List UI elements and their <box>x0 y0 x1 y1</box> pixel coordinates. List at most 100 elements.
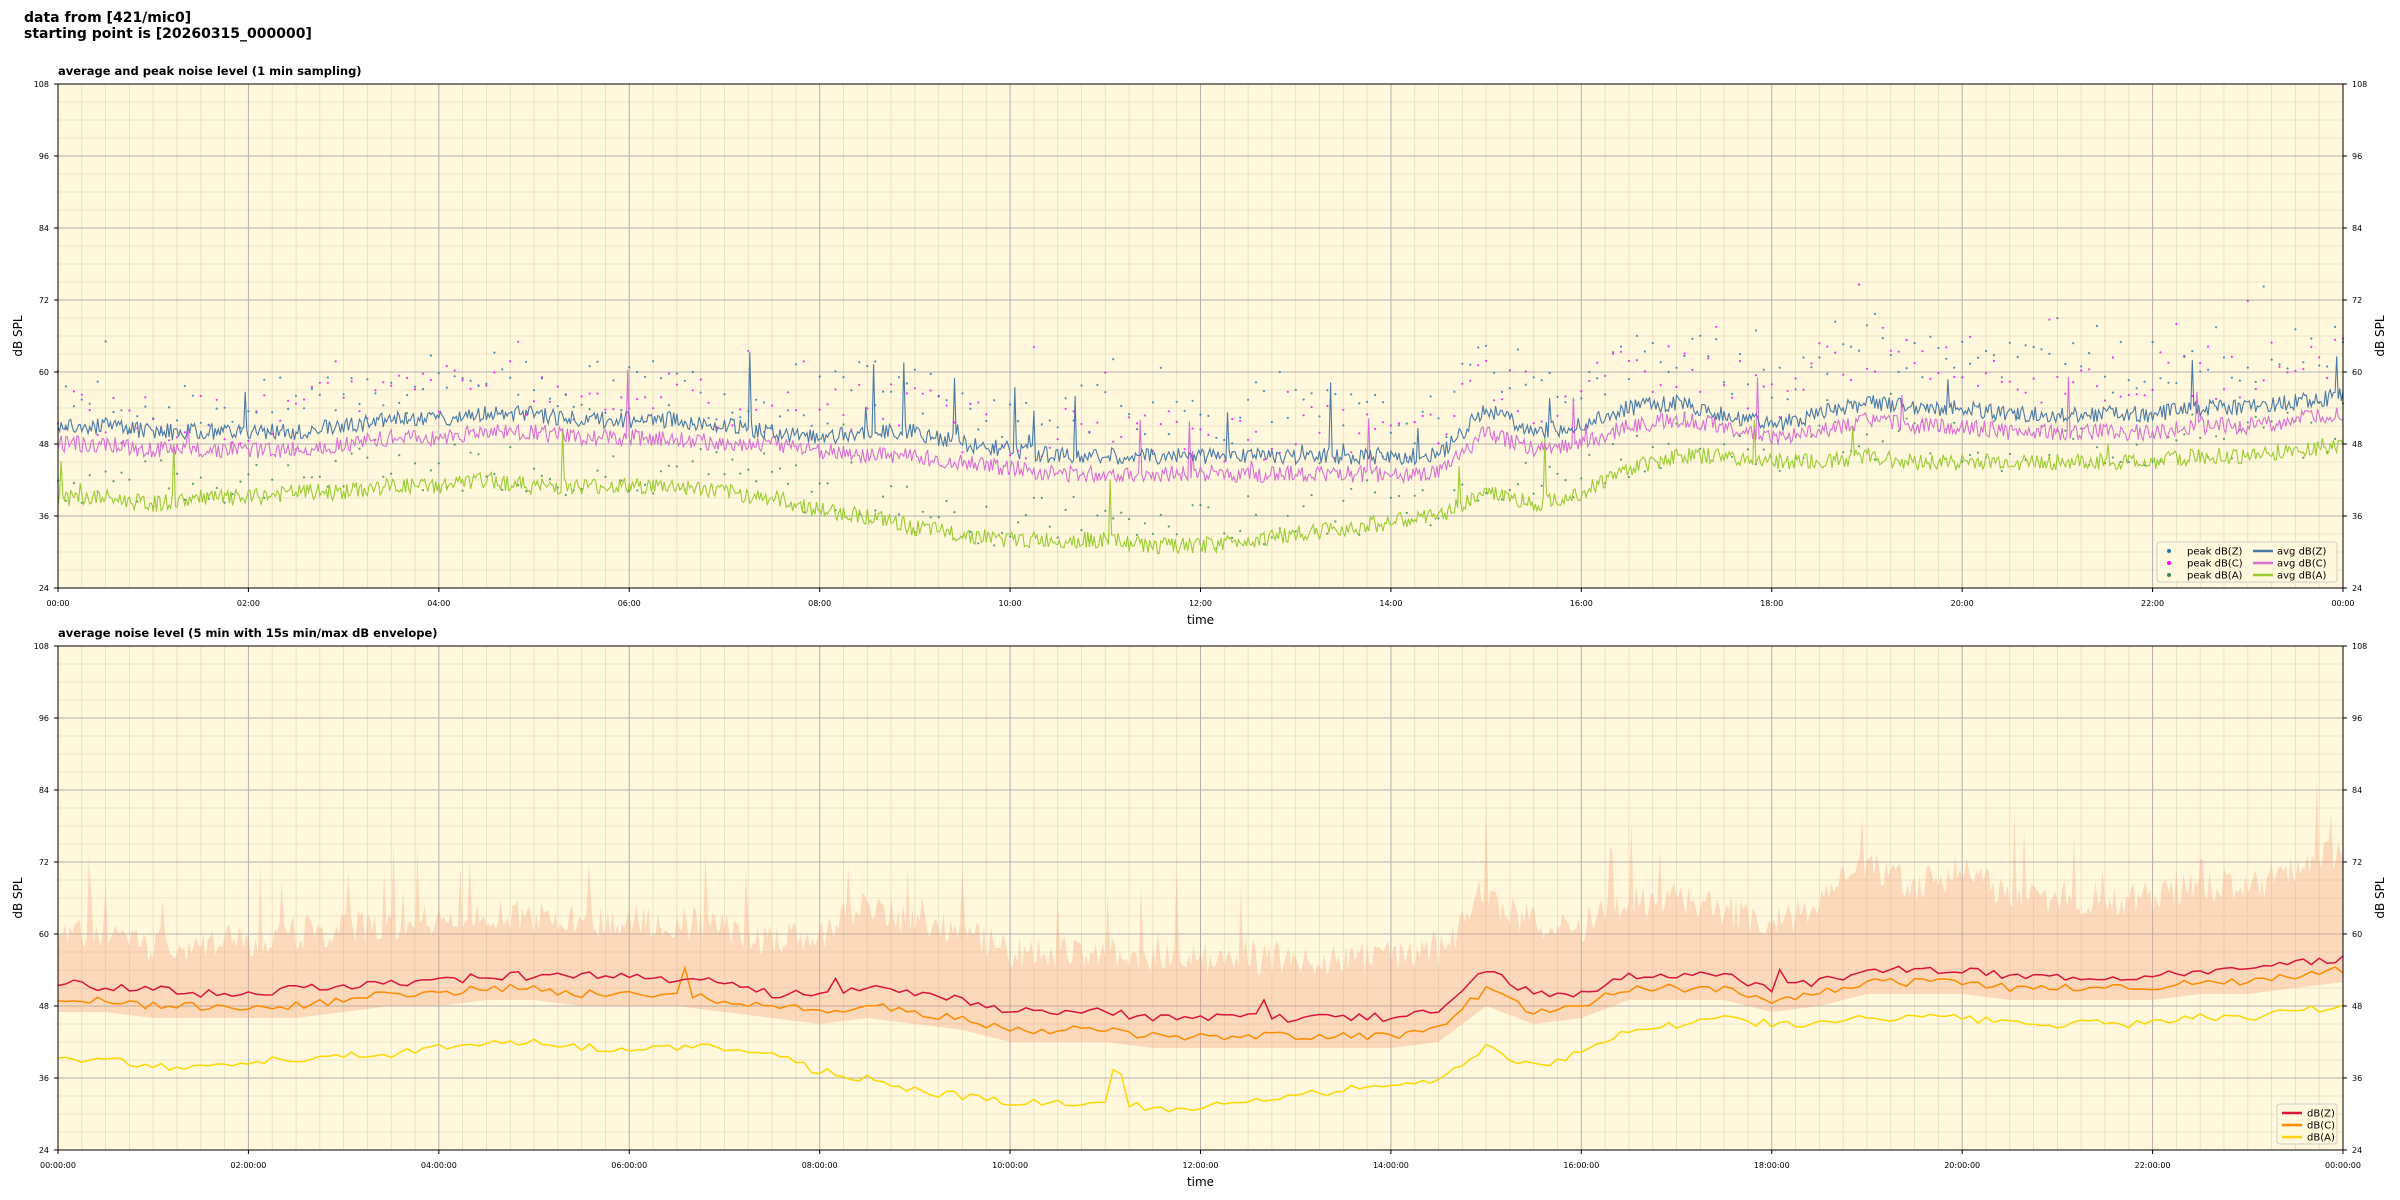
x-tick-label: 04:00 <box>427 599 450 608</box>
peak-dbz-point <box>1397 424 1400 427</box>
x-tick-label: 08:00 <box>808 599 831 608</box>
peak-dbc-point <box>128 409 131 412</box>
y-tick-label: 60 <box>2352 368 2362 377</box>
peak-dbz-point <box>263 378 266 381</box>
peak-dba-point <box>1413 494 1416 497</box>
peak-dbz-point <box>1405 422 1408 425</box>
legend-label: avg dB(C) <box>2277 559 2327 570</box>
peak-dbz-point <box>437 372 440 375</box>
peak-dbz-point <box>1366 400 1369 403</box>
peak-dbc-point <box>1112 440 1115 443</box>
peak-dba-point <box>374 438 377 441</box>
peak-dba-point <box>255 463 258 467</box>
peak-dbc-point <box>421 372 425 375</box>
peak-dbz-point <box>1009 403 1012 406</box>
peak-dbz-point <box>1897 370 1900 373</box>
peak-dbz-point <box>1683 354 1686 357</box>
peak-dbz-point <box>945 399 948 402</box>
y-tick-label: 84 <box>39 224 49 233</box>
legend-box <box>2156 541 2338 583</box>
peak-dbc-point <box>2294 369 2297 372</box>
peak-dba-point <box>1247 495 1250 498</box>
peak-dbc-point <box>1699 390 1702 393</box>
peak-dba-point <box>1651 446 1654 449</box>
peak-dba-point <box>699 448 702 451</box>
peak-dba-point <box>1667 442 1670 445</box>
peak-dbz-point <box>1850 345 1853 348</box>
peak-dbz-point <box>1778 366 1781 369</box>
peak-dbc-point <box>2103 399 2107 402</box>
peak-dbz-point <box>1413 442 1416 445</box>
peak-dbc-point <box>2310 345 2313 348</box>
peak-dbz-point <box>2000 376 2003 379</box>
peak-dbz-point <box>897 376 901 379</box>
peak-dba-point <box>1826 399 1829 402</box>
peak-dbc-point <box>1691 368 1694 372</box>
peak-dbc-point <box>1318 431 1321 434</box>
peak-dbc-point <box>1302 414 1305 417</box>
peak-dba-point <box>953 510 956 514</box>
peak-dbc-point <box>318 381 321 384</box>
peak-dbc-point <box>834 388 837 391</box>
peak-dbz-point <box>231 420 234 423</box>
peak-dbc-point <box>1556 414 1559 417</box>
peak-dbc-point <box>1310 405 1313 409</box>
peak-dbz-point <box>1135 428 1139 431</box>
peak-dbz-point <box>80 398 83 401</box>
peak-dba-point <box>620 479 623 482</box>
peak-dbc-point <box>1953 375 1956 379</box>
peak-dbz-point <box>667 404 671 407</box>
peak-dbc-point <box>1175 420 1178 423</box>
peak-dbz-point <box>707 416 710 420</box>
peak-dbz-point <box>1976 356 1980 359</box>
peak-dbz-point <box>1421 410 1424 413</box>
peak-dbc-point <box>969 402 972 405</box>
peak-dbc-point <box>612 408 615 411</box>
peak-dbz-point <box>1913 342 1916 345</box>
peak-dbz-point <box>890 390 893 393</box>
peak-dbz-point <box>1984 349 1988 353</box>
peak-dbz-point <box>461 377 464 380</box>
peak-dbz-point <box>501 368 504 371</box>
legend-marker <box>2167 549 2171 553</box>
peak-dba-point <box>1294 530 1297 533</box>
peak-dbz-point <box>652 360 655 363</box>
peak-dba-point <box>723 473 726 476</box>
peak-dba-point <box>1548 465 1551 468</box>
peak-dba-point <box>691 460 694 463</box>
peak-dba-point <box>1508 489 1511 492</box>
peak-dbc-point <box>382 381 385 384</box>
peak-dbz-point <box>1477 346 1480 349</box>
y-axis-label-right: dB SPL <box>2373 315 2387 357</box>
peak-dbc-point <box>961 451 964 454</box>
peak-dbc-point <box>1532 422 1535 425</box>
peak-dbc-point <box>1976 384 1980 387</box>
peak-dbz-point <box>1024 401 1028 405</box>
peak-dbc-point <box>1477 364 1480 367</box>
peak-dbz-point <box>334 409 337 412</box>
peak-dbc-point <box>279 419 282 422</box>
peak-dbc-point <box>175 436 179 439</box>
peak-dbz-point <box>659 377 663 380</box>
x-tick-label: 08:00:00 <box>802 1161 838 1170</box>
peak-dba-point <box>1746 448 1749 451</box>
peak-dbc-point <box>485 384 488 387</box>
peak-dba-point <box>1564 479 1567 482</box>
peak-dbc-point <box>2230 355 2233 358</box>
peak-dba-point <box>350 452 353 455</box>
peak-dba-point <box>1199 504 1202 507</box>
peak-dbc-point <box>144 396 147 399</box>
peak-dbc-point <box>1842 373 1845 376</box>
peak-dbz-point <box>2278 363 2281 366</box>
peak-dbz-point <box>2246 366 2249 369</box>
peak-dbz-point <box>96 380 99 383</box>
peak-dbz-point <box>2175 381 2178 385</box>
peak-dbz-point <box>1016 420 1020 423</box>
y-tick-label: 72 <box>39 296 49 305</box>
x-tick-label: 20:00:00 <box>1944 1161 1980 1170</box>
peak-dbc-point <box>1350 451 1353 454</box>
peak-dba-point <box>993 544 996 547</box>
peak-dbz-point <box>1921 376 1924 379</box>
peak-dba-point <box>1040 496 1043 499</box>
starting-point-line: starting point is [20260315_000000] <box>24 26 312 42</box>
